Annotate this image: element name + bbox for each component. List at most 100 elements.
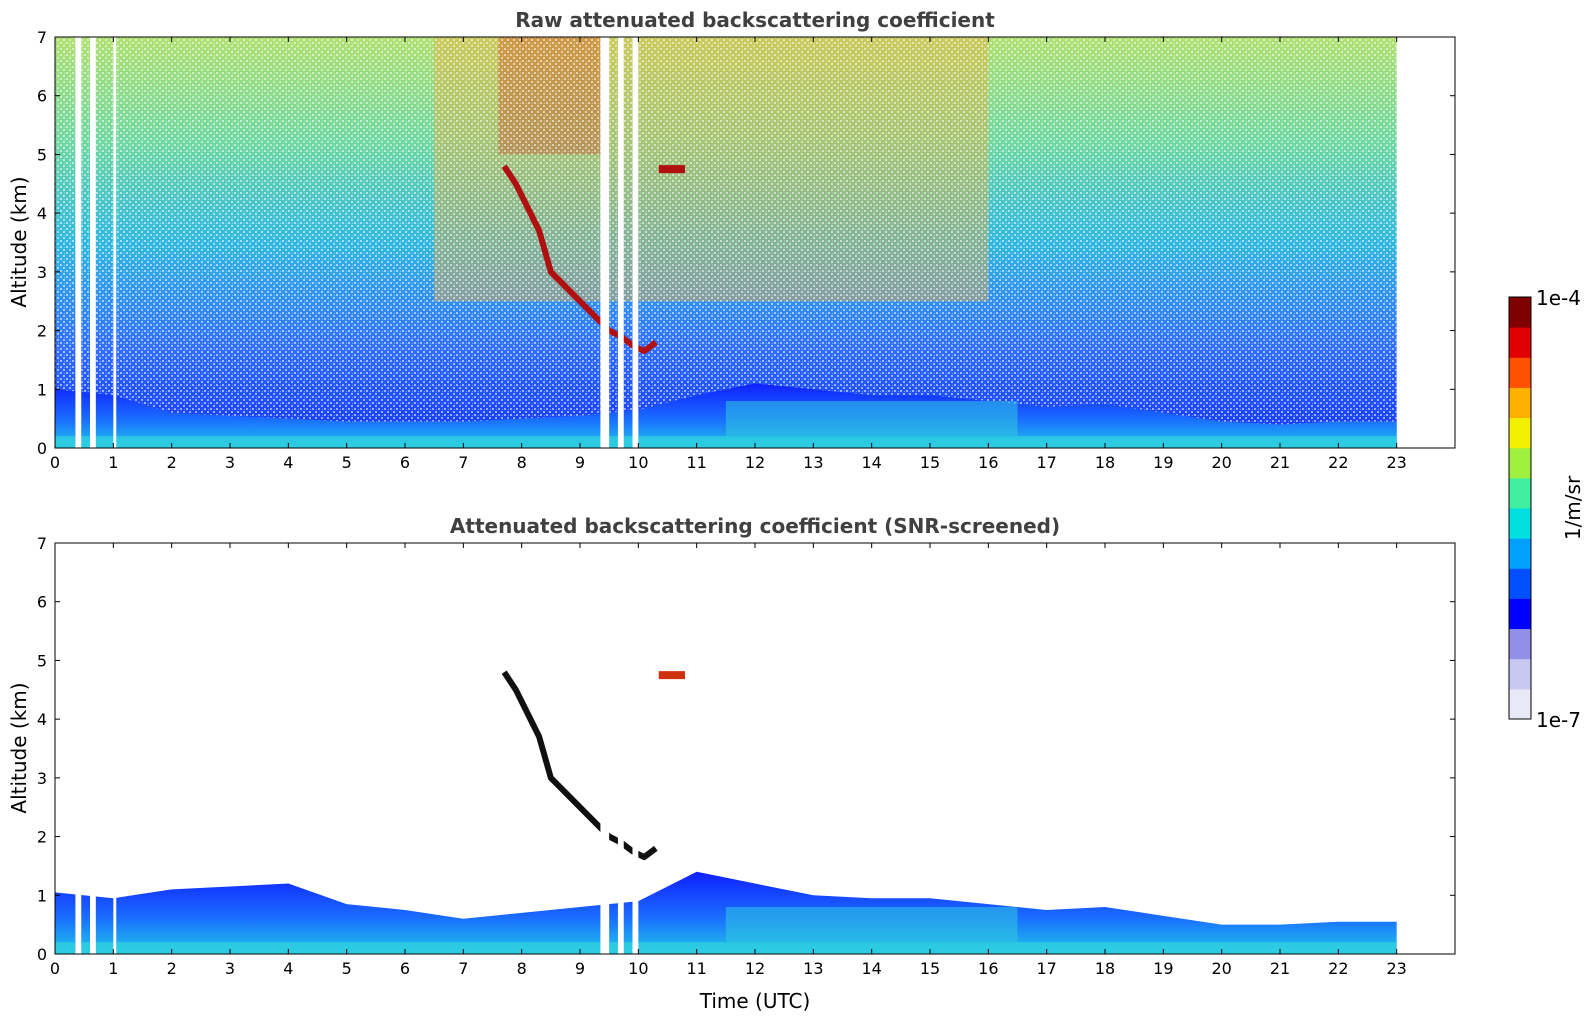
x-tick-label: 7 [458, 959, 468, 978]
x-tick-label: 14 [861, 959, 881, 978]
x-tick-label: 19 [1153, 959, 1173, 978]
colorbar: 1e-4 1e-7 1/m/sr [1508, 286, 1585, 732]
x-tick-label: 20 [1211, 453, 1231, 472]
y-tick-label: 5 [37, 651, 47, 670]
colorbar-step [1509, 508, 1531, 539]
x-tick-label: 22 [1328, 959, 1348, 978]
x-tick-label: 13 [803, 453, 823, 472]
data-gap [75, 543, 82, 954]
data-gap [600, 543, 610, 954]
y-tick-label: 7 [37, 534, 47, 553]
x-tick-label: 18 [1095, 959, 1115, 978]
chart-title: Attenuated backscattering coefficient (S… [450, 514, 1060, 538]
colorbar-step [1509, 417, 1531, 449]
y-tick-label: 6 [37, 593, 47, 612]
colorbar-step [1509, 538, 1531, 569]
x-tick-label: 1 [108, 453, 118, 472]
x-tick-label: 11 [686, 959, 706, 978]
y-tick-label: 1 [37, 380, 47, 399]
y-tick-label: 1 [37, 886, 47, 905]
y-tick-label: 3 [37, 769, 47, 788]
y-tick-label: 0 [37, 945, 47, 964]
x-tick-label: 9 [575, 959, 585, 978]
x-tick-label: 13 [803, 959, 823, 978]
screened-backscatter-panel: Attenuated backscattering coefficient (S… [7, 514, 1456, 1013]
x-tick-label: 0 [50, 959, 60, 978]
x-tick-label: 16 [978, 959, 998, 978]
raw-backscatter-panel: Raw attenuated backscattering coefficien… [7, 8, 1456, 472]
x-tick-label: 7 [458, 453, 468, 472]
heatmap-layer [55, 37, 1397, 448]
data-gap [113, 37, 117, 448]
aerosol-layer [501, 670, 658, 861]
y-tick-label: 0 [37, 439, 47, 458]
x-tick-label: 16 [978, 453, 998, 472]
noise-overlay [55, 37, 1397, 448]
data-gap [90, 37, 96, 448]
colorbar-min-label: 1e-7 [1536, 708, 1581, 732]
x-tick-label: 17 [1036, 959, 1056, 978]
y-tick-label: 5 [37, 145, 47, 164]
x-tick-label: 8 [517, 959, 527, 978]
x-tick-label: 10 [628, 959, 648, 978]
x-tick-label: 10 [628, 453, 648, 472]
x-tick-label: 1 [108, 959, 118, 978]
colorbar-step [1509, 568, 1531, 599]
colorbar-step [1509, 297, 1531, 328]
y-tick-label: 6 [37, 87, 47, 106]
colorbar-step [1509, 327, 1531, 358]
mixed-layer [725, 907, 1018, 943]
data-gap [90, 543, 96, 954]
data-gap [75, 37, 82, 448]
colorbar-unit-label: 1/m/sr [1561, 475, 1585, 540]
x-tick-label: 21 [1270, 453, 1290, 472]
x-tick-label: 8 [517, 453, 527, 472]
y-axis-label: Altitude (km) [7, 682, 31, 813]
colorbar-step [1509, 387, 1531, 419]
chart-title: Raw attenuated backscattering coefficien… [515, 8, 995, 32]
data-gap [632, 543, 639, 954]
x-tick-label: 4 [283, 453, 293, 472]
x-tick-label: 23 [1386, 453, 1406, 472]
x-tick-label: 22 [1328, 453, 1348, 472]
x-tick-label: 20 [1211, 959, 1231, 978]
heatmap-layer [55, 543, 1397, 954]
x-tick-label: 2 [167, 453, 177, 472]
surface-layer [55, 942, 1397, 954]
y-tick-label: 2 [37, 828, 47, 847]
x-tick-label: 3 [225, 959, 235, 978]
x-tick-label: 6 [400, 453, 410, 472]
x-tick-label: 5 [342, 453, 352, 472]
data-gap [600, 37, 610, 448]
colorbar-frame [1508, 296, 1532, 720]
x-tick-label: 15 [920, 453, 940, 472]
colorbar-max-label: 1e-4 [1536, 286, 1581, 310]
axis-ticks: 0 1 2 3 4 5 6 7 8 9 10 11 12 13 14 15 16 17 18 19 20 21 22 2301… [37, 534, 1455, 978]
x-tick-label: 2 [167, 959, 177, 978]
colorbar-step [1509, 688, 1531, 720]
x-tick-label: 3 [225, 453, 235, 472]
y-tick-label: 3 [37, 263, 47, 282]
colorbar-step [1509, 658, 1531, 690]
colorbar-step [1509, 357, 1531, 388]
x-tick-label: 21 [1270, 959, 1290, 978]
x-tick-label: 12 [745, 959, 765, 978]
x-tick-label: 4 [283, 959, 293, 978]
y-tick-label: 2 [37, 322, 47, 341]
data-gap [113, 543, 117, 954]
x-tick-label: 18 [1095, 453, 1115, 472]
colorbar-step [1509, 628, 1531, 660]
x-tick-label: 14 [861, 453, 881, 472]
colorbar-step [1509, 477, 1531, 509]
data-gap [617, 543, 624, 954]
x-tick-label: 9 [575, 453, 585, 472]
x-tick-label: 19 [1153, 453, 1173, 472]
colorbar-step [1509, 447, 1531, 479]
x-tick-label: 23 [1386, 959, 1406, 978]
axis-ticks: 0 1 2 3 4 5 6 7 8 9 10 11 12 13 14 15 16 17 18 19 20 21 22 2301… [37, 28, 1455, 472]
x-tick-label: 15 [920, 959, 940, 978]
y-tick-label: 7 [37, 28, 47, 47]
x-tick-label: 11 [686, 453, 706, 472]
aerosol-layer [501, 164, 658, 355]
